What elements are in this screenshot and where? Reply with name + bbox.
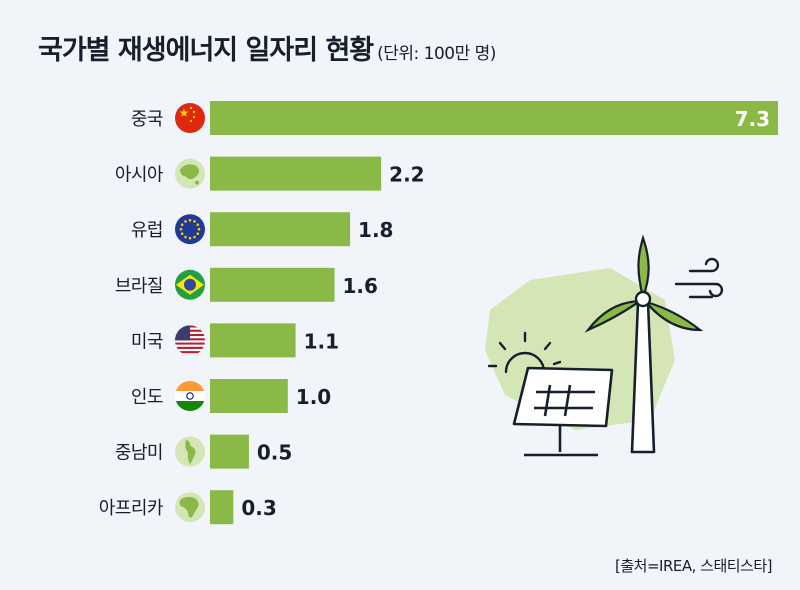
category-label: 아프리카 [99,498,163,519]
unit-text: (단위: 100만 명) [377,44,496,64]
africa-map-icon [175,492,205,523]
bar [210,434,249,469]
source-note: [출처=IREA, 스태티스타] [615,557,773,575]
chart-title: 국가별 재생에너지 일자리 현황 (단위: 100만 명) [38,28,496,67]
data-label: 1.1 [304,329,339,353]
category-label: 유럽 [131,220,163,241]
bar [210,323,296,358]
brazil-flag-icon [175,269,205,300]
category-label: 중남미 [115,443,163,464]
title-text: 국가별 재생에너지 일자리 현황 [38,35,374,66]
data-label: 1.0 [296,385,331,409]
eu-flag-icon [175,214,205,245]
usa-flag-icon [175,325,205,356]
data-label: 1.6 [342,274,377,298]
bar [210,379,288,413]
wind-lines-icon [674,257,724,299]
category-label: 아시아 [115,165,164,186]
category-label: 브라질 [115,276,163,297]
sun-icon [487,331,562,374]
renewable-energy-illustration [485,234,724,457]
bar [210,267,335,302]
wind-turbine-icon [587,234,704,454]
bar [210,101,778,135]
asia-map-icon [175,158,205,189]
bar [210,212,351,247]
latin-america-map-icon [175,436,205,467]
bar [210,156,382,191]
category-label: 미국 [131,331,163,352]
category-label: 중국 [131,109,163,130]
china-flag-icon [175,103,205,133]
data-label: 7.3 [735,107,770,131]
solar-panel-icon [512,366,614,457]
india-flag-icon [175,381,205,411]
data-label: 1.8 [358,218,393,242]
data-label: 0.3 [241,496,276,520]
bar [210,490,234,525]
category-label: 인도 [131,387,163,408]
data-label: 0.5 [257,441,292,465]
data-label: 2.2 [389,163,424,187]
